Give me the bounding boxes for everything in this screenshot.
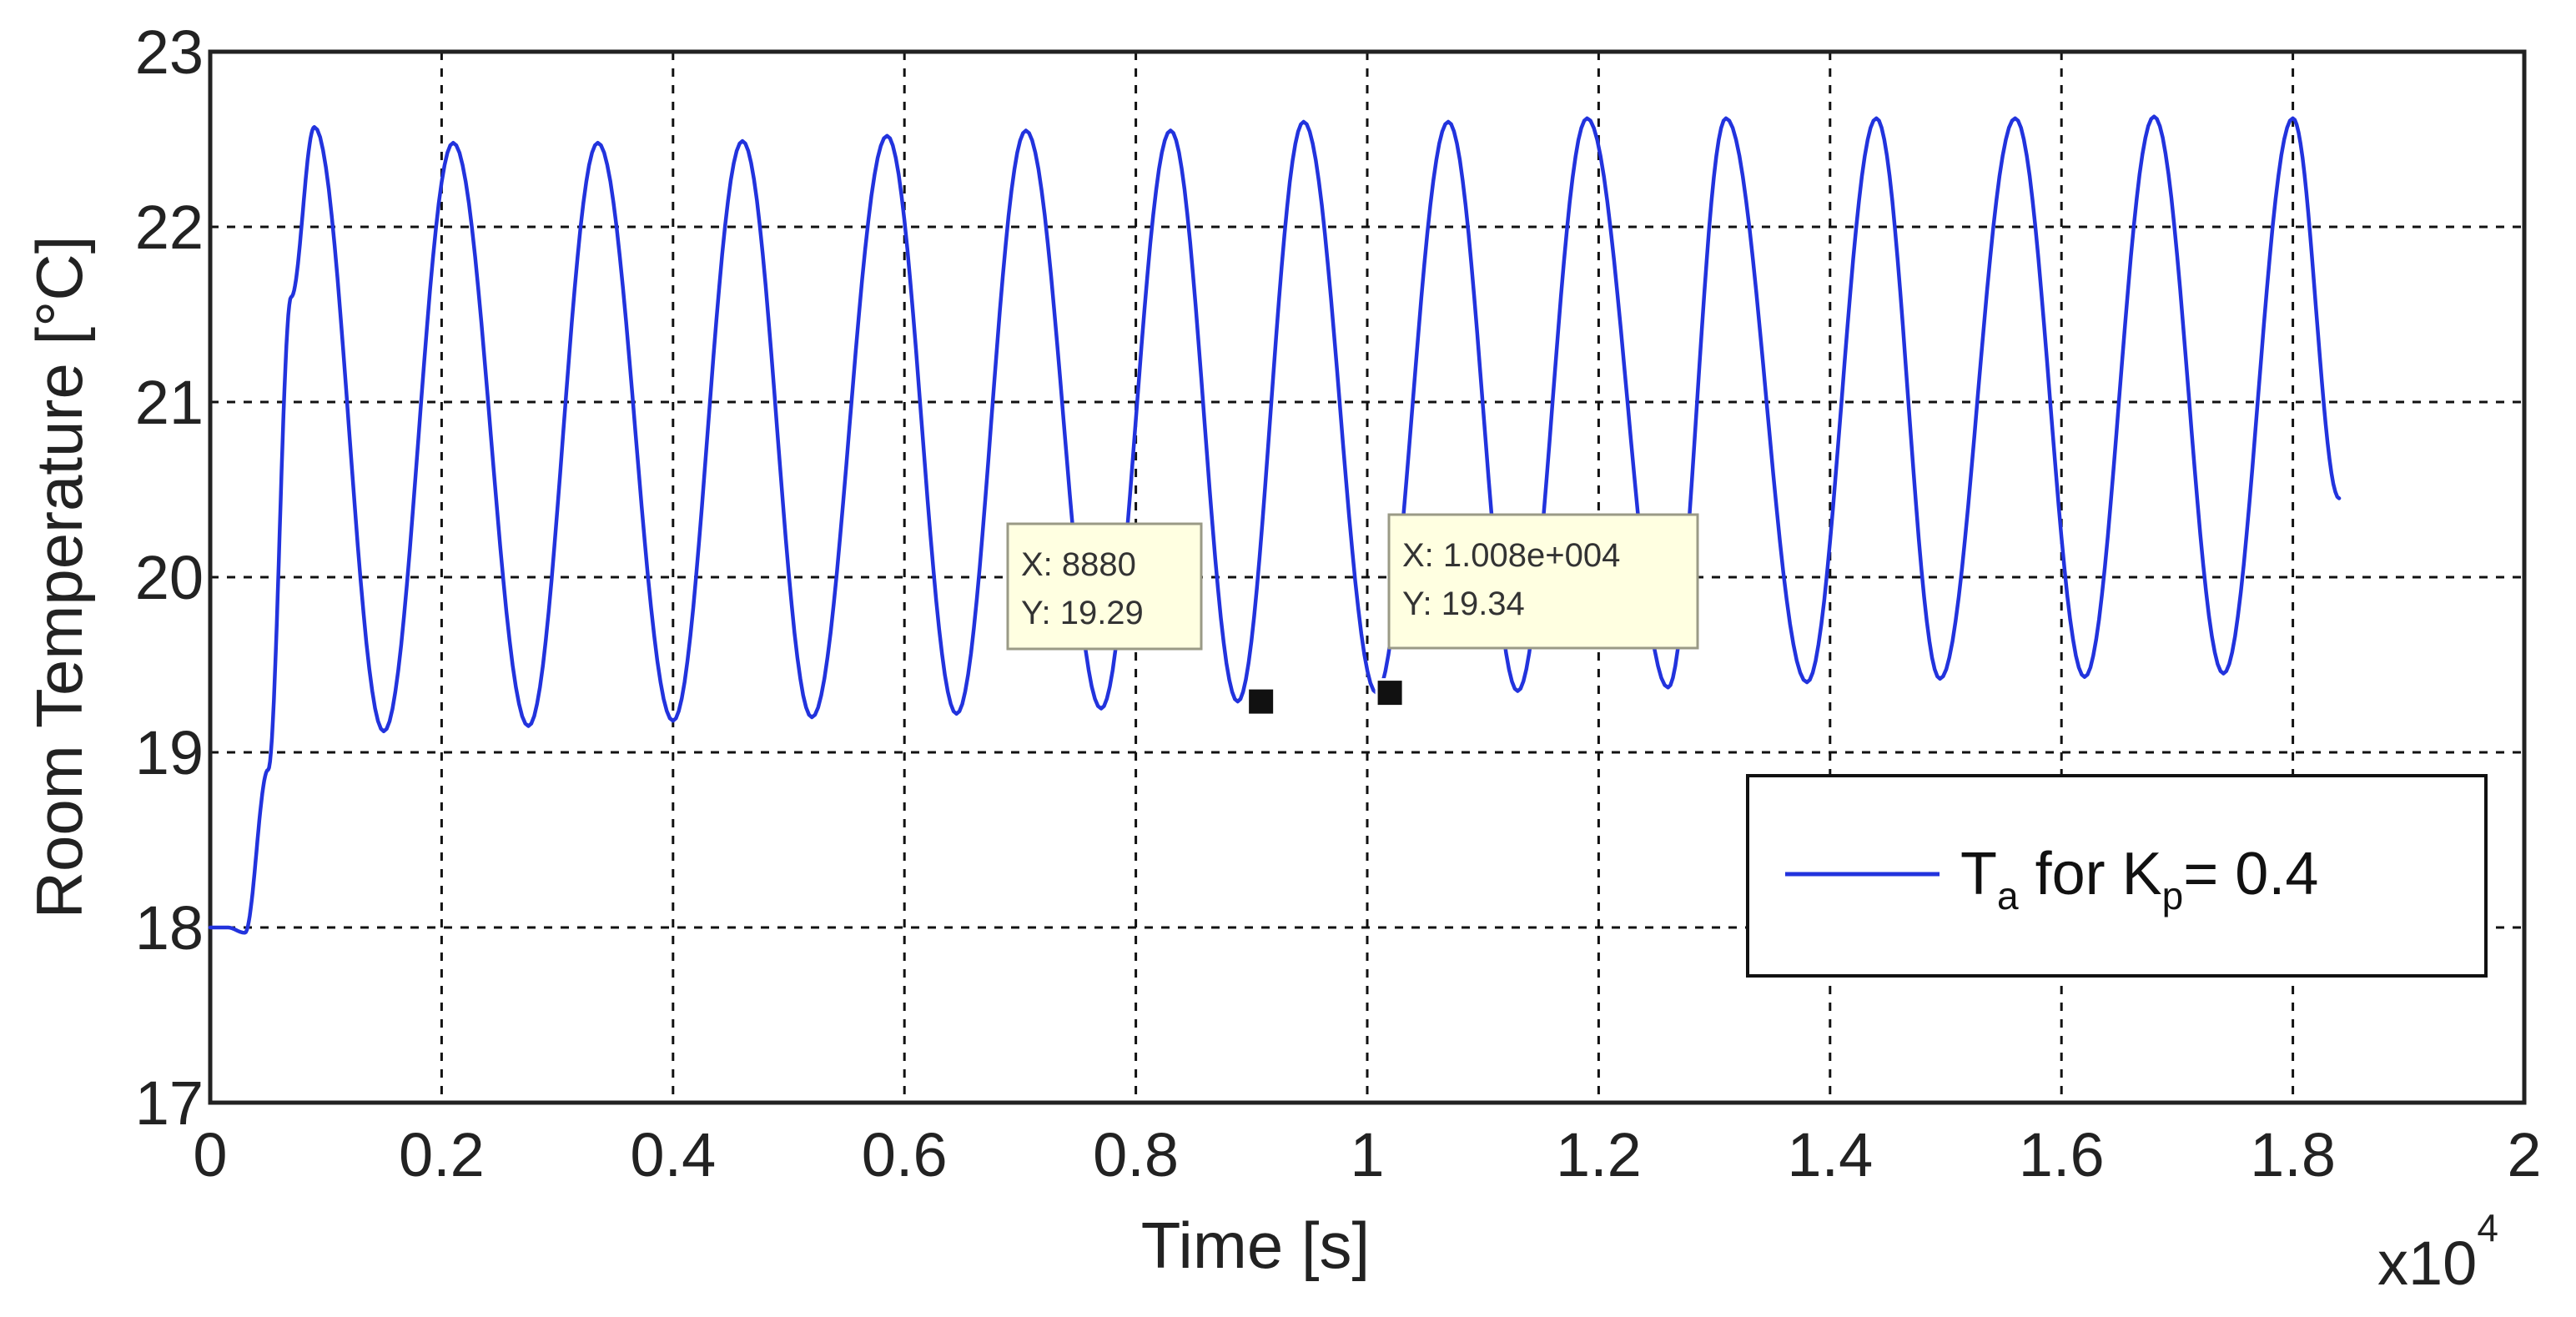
x-tick-label: 0: [193, 1120, 227, 1189]
y-tick-label: 23: [135, 18, 204, 87]
y-tick-label: 18: [135, 893, 204, 963]
x-tick-label: 0.6: [862, 1120, 948, 1189]
y-tick-label: 22: [135, 193, 204, 262]
series-line: [208, 114, 2342, 935]
x-axis-label: Time [s]: [1141, 1209, 1370, 1282]
data-tip[interactable]: X: 1.008e+004 Y: 19.34: [1375, 513, 1699, 708]
y-axis-ticks: 17 18 19 20 21 22 23: [135, 18, 204, 1138]
data-tip-box: [1387, 513, 1699, 650]
x-axis-ticks: 0 0.2 0.4 0.6 0.8 1 1.2 1.4 1.6 1.8 2: [193, 1120, 2541, 1189]
legend-label-end: = 0.4: [2183, 841, 2318, 907]
x-tick-label: 1.2: [1556, 1120, 1642, 1189]
legend: Ta for Kp= 0.4: [1746, 774, 2488, 978]
data-tip-box: [1006, 522, 1203, 651]
legend-label-T: T: [1960, 841, 1997, 907]
data-tip[interactable]: X: 8880 Y: 19.29: [1006, 522, 1276, 716]
x-axis-exponent-power: 4: [2477, 1206, 2498, 1249]
legend-label: Ta for Kp= 0.4: [1960, 841, 2318, 917]
x-axis-exponent: x104: [2377, 1206, 2498, 1298]
data-tip-y-label: Y: 19.29: [1021, 595, 1144, 631]
legend-label-sub-p: p: [2162, 874, 2184, 917]
data-tip-marker: [1246, 686, 1276, 716]
data-tip-marker: [1375, 678, 1405, 708]
legend-label-sub-a: a: [1997, 874, 2019, 917]
x-tick-label: 1.6: [2019, 1120, 2105, 1189]
y-axis-label: Room Temperature [°C]: [23, 236, 96, 919]
y-tick-label: 20: [135, 543, 204, 612]
x-tick-label: 0.2: [399, 1120, 485, 1189]
x-tick-label: 0.4: [630, 1120, 716, 1189]
y-tick-label: 21: [135, 368, 204, 437]
x-axis-exponent-base: x10: [2377, 1229, 2477, 1298]
x-tick-label: 1.4: [1787, 1120, 1873, 1189]
data-tips: X: 8880 Y: 19.29 X: 1.008e+004 Y: 19.34: [1006, 513, 1699, 716]
data-tip-y-label: Y: 19.34: [1402, 586, 1525, 622]
x-tick-label: 0.8: [1093, 1120, 1179, 1189]
x-tick-label: 1.8: [2250, 1120, 2336, 1189]
y-tick-label: 17: [135, 1068, 204, 1138]
plot-frame: [208, 49, 2527, 1105]
x-tick-label: 1: [1350, 1120, 1384, 1189]
legend-label-mid: for K: [2019, 841, 2162, 907]
data-tip-x-label: X: 8880: [1021, 546, 1136, 583]
data-tip-x-label: X: 1.008e+004: [1402, 537, 1620, 574]
x-tick-label: 2: [2507, 1120, 2541, 1189]
y-tick-label: 19: [135, 718, 204, 787]
